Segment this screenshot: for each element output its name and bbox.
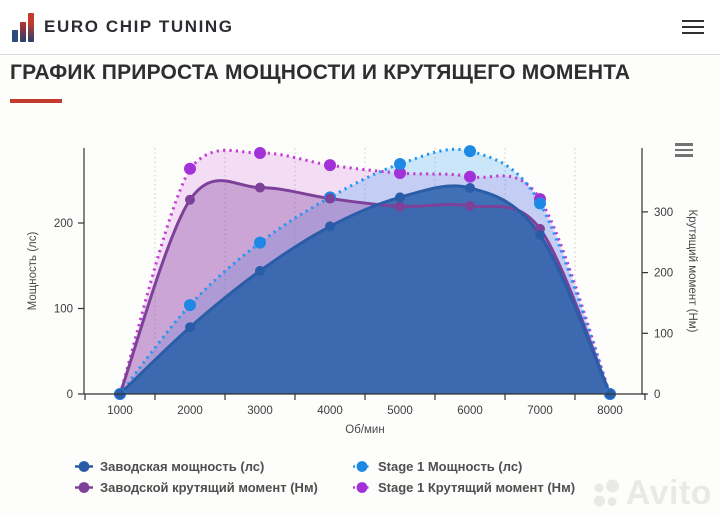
svg-text:100: 100	[654, 328, 673, 340]
data-point	[394, 167, 406, 180]
data-point	[185, 194, 195, 205]
svg-text:4000: 4000	[317, 405, 343, 417]
data-point	[325, 193, 335, 204]
hamburger-menu-icon[interactable]	[678, 16, 708, 38]
chart-context-menu-icon[interactable]	[672, 140, 696, 160]
data-point	[465, 182, 475, 193]
data-point	[534, 197, 546, 210]
legend-label: Stage 1 Мощность (лс)	[378, 459, 523, 474]
avito-watermark: Avito	[591, 474, 712, 513]
data-point	[395, 201, 405, 212]
svg-text:8000: 8000	[597, 405, 623, 417]
brand-name: EURO CHIP TUNING	[44, 17, 234, 36]
legend-label: Заводская мощность (лс)	[100, 459, 265, 474]
svg-text:0: 0	[654, 389, 660, 401]
legend-marker-icon	[353, 461, 371, 472]
data-point	[255, 265, 265, 276]
svg-text:2000: 2000	[177, 405, 203, 417]
data-point	[464, 170, 476, 183]
svg-text:0: 0	[67, 389, 73, 401]
legend-marker-icon	[75, 482, 93, 493]
brand-logo-bars-icon	[12, 12, 34, 42]
svg-text:Крутящий момент (Нм): Крутящий момент (Нм)	[686, 209, 698, 332]
data-point	[535, 229, 545, 240]
site-header: EURO CHIP TUNING	[0, 0, 720, 55]
data-point	[184, 162, 196, 175]
legend-item[interactable]: Stage 1 Крутящий момент (Нм)	[353, 477, 575, 498]
svg-text:6000: 6000	[457, 405, 483, 417]
chart-axes	[78, 148, 648, 400]
data-point	[324, 159, 336, 172]
svg-text:7000: 7000	[527, 405, 553, 417]
series-line	[118, 184, 612, 396]
svg-text:Об/мин: Об/мин	[345, 424, 384, 436]
legend-label: Stage 1 Крутящий момент (Нм)	[378, 480, 576, 495]
avito-logo-icon	[593, 479, 619, 506]
page-title: ГРАФИК ПРИРОСТА МОЩНОСТИ И КРУТЯЩЕГО МОМ…	[10, 61, 631, 84]
title-accent-bar	[10, 99, 62, 103]
data-point	[254, 236, 266, 249]
chart-legend: Заводская мощность (лс) Заводской крутящ…	[75, 456, 575, 498]
legend-item[interactable]: Stage 1 Мощность (лс)	[353, 456, 575, 477]
data-point	[465, 200, 475, 211]
svg-text:Мощность (лс): Мощность (лс)	[27, 232, 39, 311]
legend-marker-icon	[75, 461, 93, 472]
data-point	[395, 192, 405, 203]
svg-text:5000: 5000	[387, 405, 413, 417]
svg-text:1000: 1000	[107, 405, 133, 417]
data-point	[255, 182, 265, 193]
chart-area-fills	[120, 149, 610, 394]
data-point	[184, 299, 196, 312]
svg-text:200: 200	[654, 268, 673, 280]
power-torque-chart: 1000 2000 3000 4000 5000 6000 7000 8000Об/мин01…	[27, 145, 698, 436]
data-point	[185, 322, 195, 333]
data-point	[254, 147, 266, 160]
legend-item[interactable]: Заводская мощность (лс)	[75, 456, 353, 477]
series-line	[118, 147, 612, 395]
svg-text:300: 300	[654, 207, 673, 219]
title-block: ГРАФИК ПРИРОСТА МОЩНОСТИ И КРУТЯЩЕГО МОМ…	[10, 61, 710, 103]
legend-marker-icon	[353, 482, 371, 493]
legend-item[interactable]: Заводской крутящий момент (Нм)	[75, 477, 353, 498]
chart-container: 1000 2000 3000 4000 5000 6000 7000 8000 Об/мин 0 1…	[0, 130, 720, 442]
chart-axis-labels: 1000 2000 3000 4000 5000 6000 7000 8000Об/мин01…	[27, 207, 698, 436]
data-point	[325, 221, 335, 232]
svg-text:3000: 3000	[247, 405, 273, 417]
data-point	[464, 145, 476, 158]
area-fill	[120, 185, 610, 394]
svg-text:200: 200	[54, 218, 73, 230]
svg-text:100: 100	[54, 304, 73, 316]
avito-watermark-text: Avito	[625, 474, 712, 512]
legend-label: Заводской крутящий момент (Нм)	[100, 480, 318, 495]
data-point	[394, 158, 406, 171]
